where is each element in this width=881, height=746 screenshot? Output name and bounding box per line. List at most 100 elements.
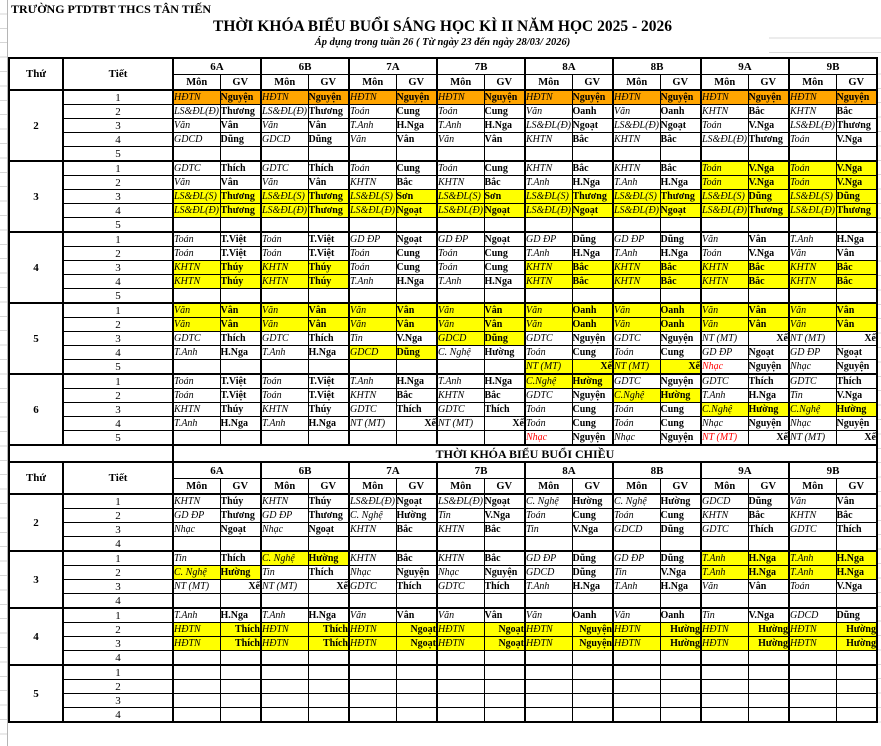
subject-cell-8B[interactable]: C.Nghệ xyxy=(612,388,661,403)
teacher-cell-7A[interactable] xyxy=(395,664,438,680)
teacher-cell-8A[interactable]: Ngoạt xyxy=(571,118,614,133)
teacher-cell-7A[interactable] xyxy=(395,693,438,708)
day-cell[interactable]: 4 xyxy=(8,231,64,304)
subject-cell-6B[interactable]: LS&ĐL(S) xyxy=(260,189,309,204)
subject-cell-8A[interactable]: T.Anh xyxy=(524,579,573,594)
subject-cell-9B[interactable] xyxy=(788,650,837,666)
subject-cell-9B[interactable]: Nhạc xyxy=(788,416,837,431)
teacher-cell-9A[interactable]: Thích xyxy=(747,522,790,537)
teacher-cell-6A[interactable] xyxy=(219,146,262,162)
subject-cell-9A[interactable] xyxy=(700,693,749,708)
teacher-cell-9B[interactable]: Nguyện xyxy=(835,89,878,105)
subject-cell-7B[interactable]: Toán xyxy=(436,260,485,275)
subject-cell-9A[interactable]: HĐTN xyxy=(700,636,749,651)
teacher-cell-7A[interactable]: Vân xyxy=(395,302,438,318)
teacher-cell-6A[interactable]: Thúy xyxy=(219,493,262,509)
teacher-cell-6A[interactable]: Thương xyxy=(219,104,262,119)
subject-cell-9A[interactable]: C.Nghệ xyxy=(700,402,749,417)
subject-cell-9A[interactable]: Toán xyxy=(700,246,749,261)
teacher-cell-9A[interactable]: Vân xyxy=(747,231,790,247)
teacher-cell-7B[interactable]: Vân xyxy=(483,132,526,147)
teacher-cell-7B[interactable] xyxy=(483,707,526,723)
teacher-cell-9B[interactable]: Bắc xyxy=(835,260,878,275)
teacher-cell-8B[interactable]: Hường xyxy=(659,388,702,403)
period-cell[interactable]: 4 xyxy=(62,707,174,723)
subject-cell-6B[interactable]: T.Anh xyxy=(260,607,309,623)
teacher-cell-9B[interactable]: Thích xyxy=(835,522,878,537)
teacher-cell-8A[interactable]: Ngoạt xyxy=(571,203,614,218)
subject-cell-7A[interactable] xyxy=(348,217,397,233)
subject-cell-8A[interactable]: GDTC xyxy=(524,331,573,346)
subject-cell-9A[interactable]: KHTN xyxy=(700,260,749,275)
subject-cell-6B[interactable] xyxy=(260,650,309,666)
subject-cell-8B[interactable]: KHTN xyxy=(612,160,661,176)
teacher-cell-6B[interactable]: Thương xyxy=(307,508,350,523)
teacher-cell-6A[interactable] xyxy=(219,288,262,304)
subject-cell-7A[interactable]: Toán xyxy=(348,246,397,261)
teacher-cell-8B[interactable]: Bắc xyxy=(659,132,702,147)
teacher-cell-8A[interactable]: Nguyện xyxy=(571,331,614,346)
period-cell[interactable]: 4 xyxy=(62,345,174,360)
subject-cell-7B[interactable] xyxy=(436,146,485,162)
teacher-cell-9A[interactable]: Hường xyxy=(747,402,790,417)
subject-cell-7A[interactable]: LS&ĐL(S) xyxy=(348,189,397,204)
teacher-cell-7B[interactable] xyxy=(483,536,526,552)
subject-cell-6A[interactable]: GDTC xyxy=(172,160,221,176)
period-cell[interactable]: 3 xyxy=(62,522,174,537)
period-cell[interactable]: 4 xyxy=(62,132,174,147)
teacher-cell-8B[interactable]: Dũng xyxy=(659,231,702,247)
teacher-cell-9B[interactable] xyxy=(835,288,878,304)
teacher-cell-9B[interactable] xyxy=(835,593,878,609)
teacher-cell-8A[interactable] xyxy=(571,536,614,552)
subject-cell-9B[interactable]: GDTC xyxy=(788,373,837,389)
subject-cell-6A[interactable]: LS&ĐL(S) xyxy=(172,189,221,204)
subject-cell-8B[interactable] xyxy=(612,679,661,694)
subject-cell-8A[interactable] xyxy=(524,679,573,694)
subject-cell-6B[interactable]: Toán xyxy=(260,231,309,247)
subject-cell-8A[interactable] xyxy=(524,593,573,609)
subject-cell-7A[interactable] xyxy=(348,430,397,446)
subject-cell-9B[interactable] xyxy=(788,679,837,694)
teacher-cell-6B[interactable] xyxy=(307,679,350,694)
subject-cell-6A[interactable] xyxy=(172,359,221,375)
teacher-cell-8A[interactable]: Xế xyxy=(571,359,614,375)
subject-cell-8A[interactable]: T.Anh xyxy=(524,246,573,261)
teacher-cell-9A[interactable]: Vân xyxy=(747,579,790,594)
subject-cell-7B[interactable]: HĐTN xyxy=(436,636,485,651)
subject-cell-8A[interactable]: Văn xyxy=(524,302,573,318)
subject-cell-9A[interactable]: GDTC xyxy=(700,522,749,537)
teacher-cell-8A[interactable]: Oanh xyxy=(571,607,614,623)
subject-cell-6B[interactable]: GDCD xyxy=(260,132,309,147)
teacher-cell-7A[interactable]: Ngoạt xyxy=(395,493,438,509)
period-cell[interactable]: 4 xyxy=(62,203,174,218)
teacher-cell-9B[interactable]: Bắc xyxy=(835,274,878,289)
subject-cell-6A[interactable] xyxy=(172,650,221,666)
subject-cell-7B[interactable]: LS&ĐL(S) xyxy=(436,189,485,204)
subject-cell-7A[interactable]: Nhạc xyxy=(348,565,397,580)
teacher-cell-8A[interactable]: Cung xyxy=(571,416,614,431)
subject-cell-8B[interactable]: HĐTN xyxy=(612,622,661,637)
period-cell[interactable]: 1 xyxy=(62,373,174,389)
teacher-cell-9A[interactable] xyxy=(747,593,790,609)
subject-cell-9A[interactable] xyxy=(700,679,749,694)
teacher-cell-8A[interactable] xyxy=(571,693,614,708)
period-cell[interactable]: 4 xyxy=(62,416,174,431)
teacher-cell-9A[interactable]: Dũng xyxy=(747,189,790,204)
teacher-cell-9A[interactable]: Hường xyxy=(747,622,790,637)
teacher-cell-6A[interactable] xyxy=(219,693,262,708)
teacher-cell-7A[interactable]: Thích xyxy=(395,579,438,594)
teacher-cell-8A[interactable] xyxy=(571,664,614,680)
subject-cell-6A[interactable]: Văn xyxy=(172,175,221,190)
teacher-cell-8A[interactable]: Dũng xyxy=(571,231,614,247)
period-cell[interactable]: 2 xyxy=(62,104,174,119)
teacher-cell-6A[interactable]: Thích xyxy=(219,550,262,566)
teacher-cell-6A[interactable]: Nguyện xyxy=(219,89,262,105)
subject-cell-9A[interactable]: LS&ĐL(Đ) xyxy=(700,132,749,147)
subject-cell-7B[interactable]: Văn xyxy=(436,607,485,623)
teacher-cell-7A[interactable] xyxy=(395,536,438,552)
teacher-cell-7A[interactable]: Cung xyxy=(395,160,438,176)
teacher-cell-7B[interactable]: Cung xyxy=(483,160,526,176)
subject-cell-6B[interactable]: Nhạc xyxy=(260,522,309,537)
subject-cell-8B[interactable]: HĐTN xyxy=(612,89,661,105)
teacher-cell-7A[interactable]: Nguyện xyxy=(395,565,438,580)
